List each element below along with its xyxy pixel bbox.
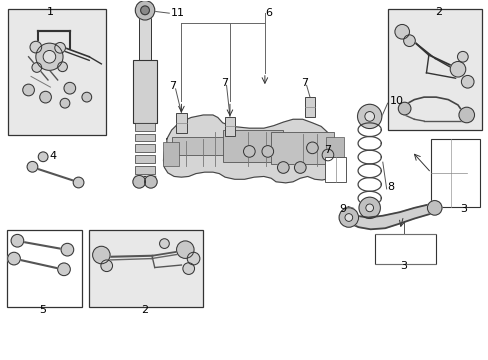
Circle shape bbox=[8, 252, 20, 265]
Bar bbox=[171, 137, 232, 155]
Bar bbox=[324, 157, 346, 182]
Bar bbox=[89, 230, 203, 307]
Bar bbox=[271, 132, 334, 164]
Text: 9: 9 bbox=[338, 203, 346, 213]
Circle shape bbox=[322, 149, 333, 161]
Circle shape bbox=[159, 239, 169, 248]
Circle shape bbox=[344, 213, 352, 221]
Text: 3: 3 bbox=[459, 204, 467, 214]
Circle shape bbox=[277, 162, 288, 173]
Circle shape bbox=[73, 177, 84, 188]
Circle shape bbox=[64, 82, 76, 94]
Circle shape bbox=[43, 50, 56, 63]
Polygon shape bbox=[367, 216, 385, 229]
Circle shape bbox=[338, 208, 358, 227]
Bar bbox=[430, 139, 479, 207]
Circle shape bbox=[82, 92, 91, 102]
Circle shape bbox=[92, 246, 110, 264]
Circle shape bbox=[262, 145, 273, 157]
Circle shape bbox=[32, 63, 41, 72]
Polygon shape bbox=[346, 212, 358, 227]
Circle shape bbox=[61, 243, 74, 256]
Polygon shape bbox=[163, 115, 343, 183]
Bar bbox=[374, 234, 435, 264]
Text: 7: 7 bbox=[324, 145, 331, 155]
Bar bbox=[222, 130, 283, 162]
Bar bbox=[135, 144, 154, 152]
Bar bbox=[135, 166, 154, 174]
Circle shape bbox=[365, 204, 373, 212]
Circle shape bbox=[23, 84, 34, 96]
Circle shape bbox=[187, 252, 200, 265]
Text: 10: 10 bbox=[389, 96, 403, 107]
Text: 7: 7 bbox=[301, 78, 308, 88]
Circle shape bbox=[306, 142, 318, 154]
Circle shape bbox=[30, 41, 41, 53]
Circle shape bbox=[364, 112, 374, 121]
Text: 6: 6 bbox=[264, 8, 271, 18]
Bar bbox=[8, 9, 106, 135]
Bar bbox=[135, 134, 154, 141]
Circle shape bbox=[457, 51, 467, 62]
Circle shape bbox=[58, 62, 67, 72]
Bar bbox=[135, 155, 154, 163]
Circle shape bbox=[141, 6, 149, 15]
Text: 2: 2 bbox=[141, 305, 148, 315]
Bar bbox=[133, 60, 157, 123]
Circle shape bbox=[144, 175, 157, 188]
Bar bbox=[7, 230, 82, 307]
Polygon shape bbox=[413, 205, 426, 219]
Circle shape bbox=[135, 1, 154, 20]
Text: 7: 7 bbox=[221, 78, 228, 88]
Polygon shape bbox=[399, 208, 413, 224]
Circle shape bbox=[58, 263, 70, 276]
Circle shape bbox=[449, 62, 465, 77]
Bar bbox=[176, 113, 186, 133]
Circle shape bbox=[133, 175, 145, 188]
Text: 3: 3 bbox=[399, 261, 407, 271]
Text: 2: 2 bbox=[434, 7, 441, 17]
Bar bbox=[325, 137, 343, 164]
Circle shape bbox=[40, 91, 51, 103]
Text: 5: 5 bbox=[40, 305, 46, 315]
Text: 1: 1 bbox=[47, 7, 54, 17]
Circle shape bbox=[394, 24, 408, 39]
Circle shape bbox=[427, 201, 441, 215]
Circle shape bbox=[398, 102, 410, 115]
Polygon shape bbox=[426, 203, 435, 215]
Polygon shape bbox=[382, 212, 399, 228]
Circle shape bbox=[294, 162, 305, 173]
Circle shape bbox=[27, 161, 38, 172]
Circle shape bbox=[36, 43, 63, 70]
Circle shape bbox=[358, 197, 380, 219]
Bar bbox=[387, 9, 481, 130]
Bar bbox=[163, 143, 179, 166]
Text: 8: 8 bbox=[387, 182, 394, 192]
Circle shape bbox=[183, 263, 194, 274]
Text: 4: 4 bbox=[49, 151, 56, 161]
Bar bbox=[304, 97, 315, 117]
Polygon shape bbox=[355, 216, 370, 229]
Circle shape bbox=[11, 234, 24, 247]
Circle shape bbox=[176, 241, 194, 258]
Circle shape bbox=[55, 42, 65, 53]
Circle shape bbox=[38, 152, 48, 162]
Bar bbox=[139, 16, 150, 60]
Circle shape bbox=[461, 76, 473, 88]
Circle shape bbox=[403, 35, 414, 46]
Circle shape bbox=[458, 107, 473, 123]
Text: 7: 7 bbox=[169, 81, 176, 91]
Circle shape bbox=[357, 104, 381, 129]
Text: 11: 11 bbox=[170, 8, 184, 18]
Bar bbox=[224, 117, 235, 136]
Circle shape bbox=[60, 98, 70, 108]
Circle shape bbox=[101, 260, 112, 271]
Bar bbox=[135, 123, 154, 131]
Circle shape bbox=[243, 145, 255, 157]
